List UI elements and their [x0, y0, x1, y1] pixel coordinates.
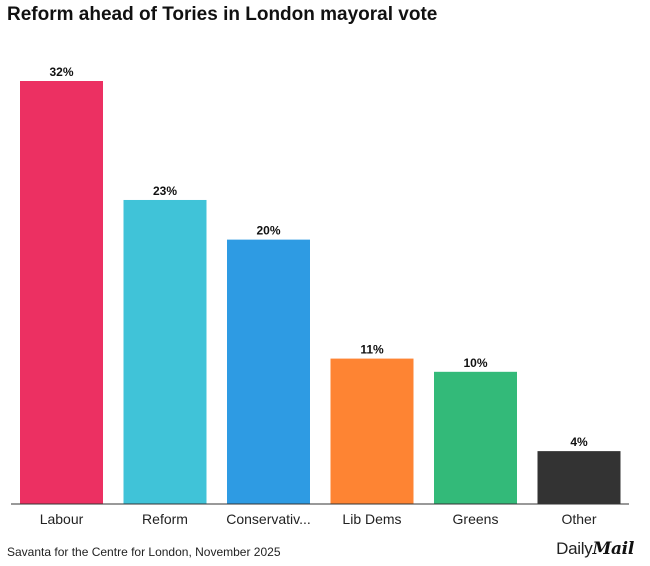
- value-label-5: 4%: [570, 435, 588, 449]
- logo-word-mail: Mail: [592, 539, 634, 559]
- value-label-3: 11%: [360, 343, 384, 357]
- value-label-0: 32%: [49, 65, 73, 79]
- daily-mail-logo: DailyMail: [556, 539, 634, 559]
- chart-title: Reform ahead of Tories in London mayoral…: [7, 4, 438, 25]
- value-label-1: 23%: [153, 184, 177, 198]
- value-labels-group: 32% 23% 20% 11% 10% 4%: [49, 65, 588, 449]
- logo-word-daily: Daily: [556, 539, 593, 558]
- bar-2: [227, 239, 310, 504]
- bar-3: [330, 358, 414, 504]
- bar-0: [20, 81, 103, 504]
- bar-chart: 32% 23% 20% 11% 10% 4% Labour Reform Conservati…: [11, 65, 629, 527]
- bars-group: [20, 81, 621, 504]
- x-tick-label-4: Greens: [453, 511, 499, 527]
- bar-4: [434, 371, 517, 504]
- x-tick-label-0: Labour: [40, 511, 84, 527]
- x-tick-label-1: Reform: [142, 511, 188, 527]
- bar-5: [537, 451, 621, 504]
- x-tick-label-3: Lib Dems: [342, 511, 401, 527]
- source-note: Savanta for the Centre for London, Novem…: [7, 545, 281, 559]
- x-tick-label-5: Other: [561, 511, 596, 527]
- x-tick-labels-group: Labour Reform Conservativ... Lib Dems Greens…: [40, 511, 597, 527]
- bar-1: [123, 199, 207, 504]
- value-label-4: 10%: [463, 356, 487, 370]
- value-label-2: 20%: [256, 224, 280, 238]
- x-tick-label-2: Conservativ...: [226, 511, 311, 527]
